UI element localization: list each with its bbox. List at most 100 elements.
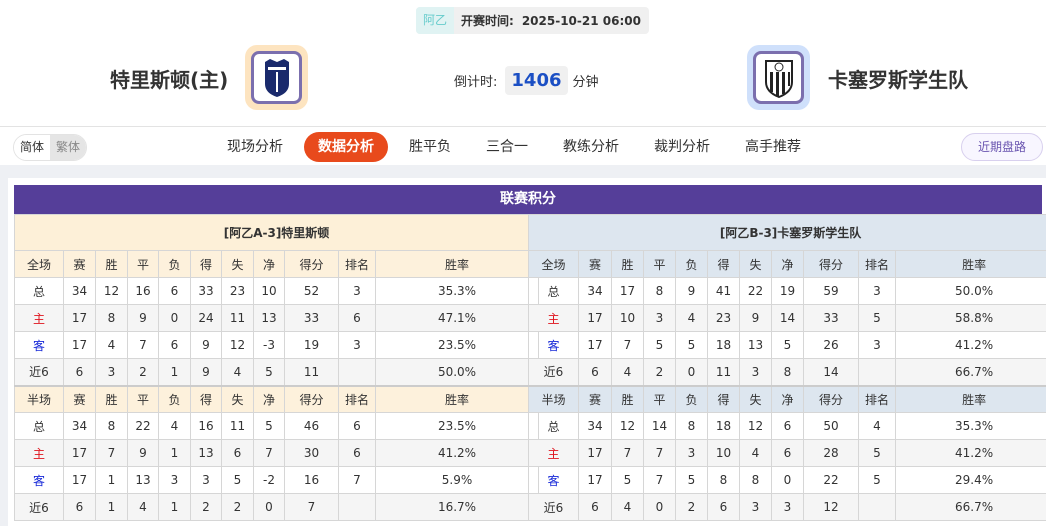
table-row-cell: 23 (221, 277, 254, 305)
tab-live-analysis[interactable]: 现场分析 (227, 139, 283, 155)
table-row-cell: 7 (284, 493, 339, 521)
table-row-cell: 4 (858, 412, 896, 440)
table-row-cell: 6 (338, 439, 376, 467)
match-info-bar: 阿乙 开赛时间: 2025-10-21 06:00 (416, 7, 649, 34)
table-row-cell: -2 (253, 466, 285, 494)
league-badge[interactable]: 阿乙 (416, 7, 455, 34)
countdown-label: 倒计时: (454, 75, 498, 90)
column-header-cell: 得分 (803, 250, 859, 278)
table-row-cell: 14 (643, 412, 676, 440)
table-row-cell: 5 (643, 331, 676, 359)
column-header-cell: 胜 (95, 384, 128, 413)
table-row-cell: 33 (284, 304, 339, 332)
tab-coach-analysis[interactable]: 教练分析 (563, 139, 619, 155)
table-row-cell: 3 (675, 439, 708, 467)
table-row-cell: 16 (127, 277, 159, 305)
countdown: 倒计时: 1406 分钟 (454, 66, 599, 95)
table-row-cell (858, 493, 896, 521)
table-row-cell: 0 (771, 466, 804, 494)
team-table-title: [阿乙A-3]特里斯顿 (13, 214, 540, 251)
table-row-cell: 17 (578, 304, 612, 332)
table-row-cell: 7 (127, 331, 159, 359)
column-header-cell: 全场 (14, 250, 64, 278)
tab-referee-analysis[interactable]: 裁判分析 (654, 139, 710, 155)
column-header-cell: 净 (771, 384, 804, 413)
column-header-cell: 净 (253, 250, 285, 278)
table-row-cell: 6 (63, 358, 96, 386)
simplified-chinese-button[interactable]: 简体 (14, 135, 51, 160)
tab-expert-picks[interactable]: 高手推荐 (745, 139, 801, 155)
table-row-cell: 0 (158, 304, 191, 332)
table-row-cell: 66.7% (894, 358, 1046, 386)
table-row-cell: 客 (14, 331, 64, 359)
table-row-cell: 34 (63, 277, 96, 305)
table-row-cell: 8 (707, 466, 740, 494)
table-row-cell: 41.2% (374, 439, 540, 467)
table-row-cell: 33 (803, 304, 859, 332)
table-row-cell: 8 (95, 304, 128, 332)
column-header-cell: 胜率 (894, 250, 1046, 278)
recent-odds-button[interactable]: 近期盘路 (961, 133, 1043, 161)
home-team-name[interactable]: 特里斯顿(主) (110, 68, 229, 92)
table-row-cell: 52 (284, 277, 339, 305)
table-row-cell: 1 (158, 493, 191, 521)
table-row-cell: 12 (95, 277, 128, 305)
table-row-cell: 1 (95, 466, 128, 494)
kickoff-label: 开赛时间: (461, 14, 514, 28)
column-header: 半场赛胜平负得失净得分 排名 胜率 (528, 384, 1046, 413)
table-row-cell: 近6 (14, 358, 64, 386)
table-row-cell: 17 (63, 304, 96, 332)
tab-win-draw-loss[interactable]: 胜平负 (409, 139, 451, 155)
table-row-cell: 1 (158, 439, 191, 467)
table-row-cell: 5 (253, 412, 285, 440)
table-row-cell: 7 (611, 439, 644, 467)
column-header-cell: 赛 (578, 384, 612, 413)
team-table-title: [阿乙B-3]卡塞罗斯学生队 (527, 214, 1046, 251)
tab-data-analysis[interactable]: 数据分析 (304, 132, 388, 162)
table-row-cell: 3 (858, 331, 896, 359)
table-row-cell: 5 (858, 439, 896, 467)
table-row-cell: 6 (771, 412, 804, 440)
table-row-cell: 1 (95, 493, 128, 521)
column-header: 全场赛胜平负得失净得分 排名 胜率 (14, 250, 540, 278)
column-header-cell: 得 (190, 250, 222, 278)
table-row-cell: 10 (611, 304, 644, 332)
column-header-cell: 平 (643, 250, 676, 278)
away-team-name[interactable]: 卡塞罗斯学生队 (828, 68, 968, 92)
table-row-cell: 7 (611, 331, 644, 359)
column-header-cell: 平 (127, 384, 159, 413)
table-row-cell: 4 (611, 493, 644, 521)
table-row-cell: 3 (771, 493, 804, 521)
table-row-cell: 5 (771, 331, 804, 359)
table-row-cell: 12 (739, 412, 772, 440)
table-row-cell: 3 (158, 466, 191, 494)
column-header-cell: 赛 (578, 250, 612, 278)
table-row: 主 17 10 3 4 23 9 14 33 5 58.8% (528, 304, 1046, 332)
table-row-cell: 主 (14, 304, 64, 332)
table-row-cell: 5 (675, 466, 708, 494)
column-header-cell: 失 (739, 250, 772, 278)
table-row-cell: 6 (707, 493, 740, 521)
table-row-cell: 12 (803, 493, 859, 521)
table-row: 总 34 12 14 8 18 12 6 50 4 35.3% (528, 412, 1046, 440)
table-row-cell: 总 (528, 412, 579, 440)
table-row-cell (858, 358, 896, 386)
table-row-cell: 主 (14, 439, 64, 467)
column-header-cell: 得分 (803, 384, 859, 413)
table-row-cell: 6 (578, 358, 612, 386)
away-team-logo[interactable] (747, 45, 810, 110)
home-team-logo[interactable] (245, 45, 308, 110)
column-header-cell: 得 (707, 250, 740, 278)
traditional-chinese-button[interactable]: 繁体 (50, 135, 87, 160)
column-header-cell: 负 (158, 250, 191, 278)
table-row-cell: 近6 (14, 493, 64, 521)
table-row-cell: 28 (803, 439, 859, 467)
tab-three-in-one[interactable]: 三合一 (486, 139, 528, 155)
table-row-cell: 4 (739, 439, 772, 467)
column-header-cell: 胜率 (374, 250, 540, 278)
table-row-cell: 2 (675, 493, 708, 521)
table-row-cell: 8 (771, 358, 804, 386)
table-row-cell: 6 (578, 493, 612, 521)
table-row-cell: 6 (63, 493, 96, 521)
table-row-cell: 13 (127, 466, 159, 494)
